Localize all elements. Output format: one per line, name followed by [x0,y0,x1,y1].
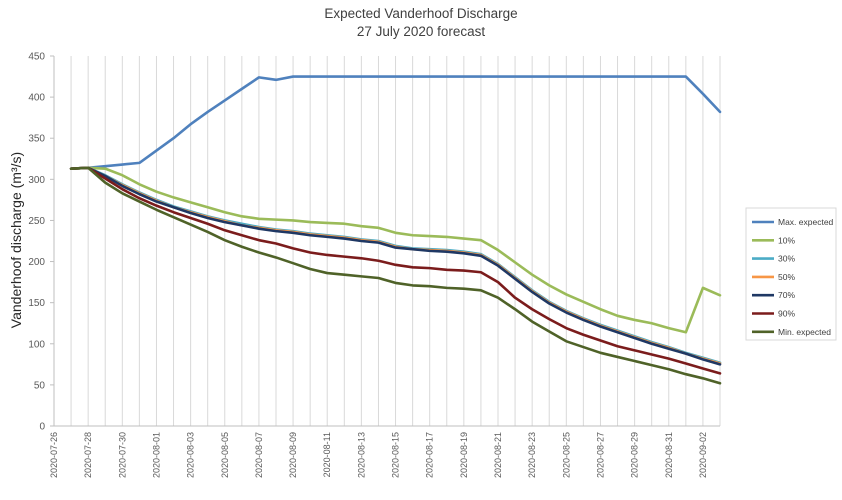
y-tick-label: 450 [28,52,45,63]
legend: Max. expected 10% 30% 50% 70% 90% Min. expecte… [745,207,837,341]
chart-title: Expected Vanderhoof Discharge [324,6,518,21]
chart-subtitle: 27 July 2020 forecast [356,24,486,39]
y-tick-label: 150 [28,298,45,309]
legend-entry: Max. expected [778,217,834,227]
x-tick-label: 2020-08-19 [459,432,469,478]
y-tick-label: 0 [39,422,45,433]
y-tick-label: 300 [28,175,45,186]
x-tick-label: 2020-08-29 [630,432,640,478]
x-tick-label: 2020-07-28 [83,432,93,478]
y-axis-label: Vanderhoof discharge (m³/s) [8,152,24,328]
series-line-6 [69,166,722,385]
x-tick-label: 2020-08-03 [186,432,196,478]
x-tick-label: 2020-08-27 [595,432,605,478]
legend-entry: 90% [778,309,795,319]
x-tick-label: 2020-08-23 [527,432,537,478]
series-line-0 [69,75,722,170]
legend-entry: 70% [778,290,795,300]
series-line-5 [69,166,722,375]
series-line-4 [69,166,722,366]
x-tick-label: 2020-09-02 [698,432,708,478]
series-lines [69,75,722,385]
y-tick-label: 400 [28,93,45,104]
x-tick-label: 2020-08-17 [425,432,435,478]
y-tick-label: 250 [28,216,45,227]
legend-entry: 50% [778,272,795,282]
y-tick-label: 200 [28,257,45,268]
x-tick-label: 2020-08-01 [151,432,161,478]
x-tick-label: 2020-08-07 [254,432,264,478]
x-tick-label: 2020-07-30 [117,432,127,478]
x-tick-label: 2020-08-15 [391,432,401,478]
x-tick-label: 2020-07-26 [49,432,59,478]
legend-entry: 30% [778,254,795,264]
x-tick-label: 2020-08-25 [561,432,571,478]
y-tick-label: 100 [28,339,45,350]
gridlines [70,56,721,426]
x-tick-label: 2020-08-21 [493,432,503,478]
y-tick-label: 50 [34,380,46,391]
x-tick-label: 2020-08-05 [220,432,230,478]
series-line-1 [69,166,722,334]
y-tick-label: 350 [28,134,45,145]
axes: 0 50 100 150 200 250 300 350 400 450 2020-07-26 202… [28,52,720,478]
legend-entry: 10% [778,235,795,245]
x-tick-label: 2020-08-11 [322,432,332,477]
legend-entry: Min. expected [778,327,831,337]
x-tick-label: 2020-08-09 [288,432,298,478]
x-tick-label: 2020-08-13 [356,432,366,478]
legend-box [745,207,837,341]
x-tick-label: 2020-08-31 [664,432,674,478]
